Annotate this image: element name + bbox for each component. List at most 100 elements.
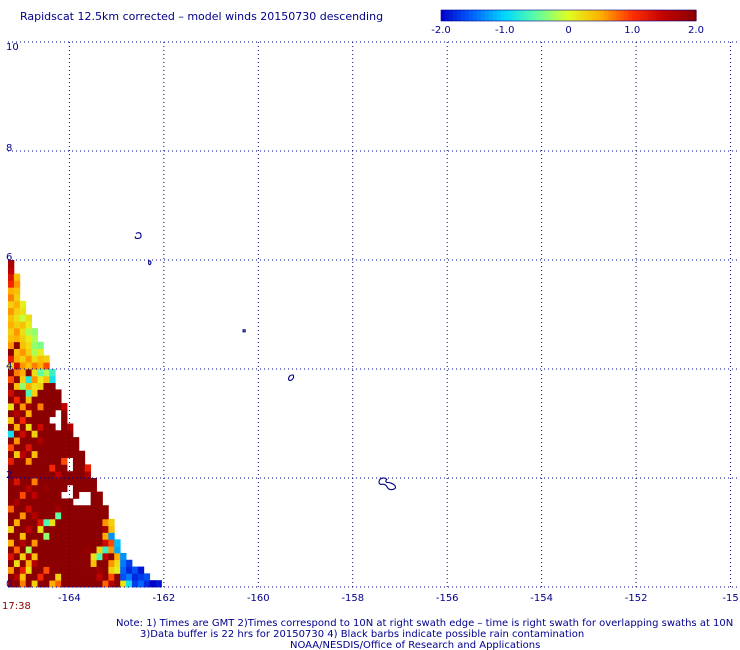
swath-cell: [25, 314, 33, 322]
swath-cell: [108, 525, 115, 533]
swath-cell: [8, 416, 15, 424]
swath-cell: [43, 443, 50, 452]
swath-cell: [31, 505, 38, 513]
swath-cell: [102, 539, 109, 547]
colorbar-segment: [632, 10, 637, 21]
swath-cell: [37, 457, 44, 465]
swath-cell: [102, 573, 109, 581]
swath-cell: [8, 389, 15, 397]
swath-cell: [90, 478, 97, 486]
colorbar-segment: [648, 10, 653, 21]
swath-cell: [19, 403, 27, 411]
swath-cell: [25, 355, 33, 363]
swath-cell: [19, 552, 27, 561]
swath-cell: [72, 484, 80, 493]
swath-cell: [8, 355, 15, 363]
swath-cell: [31, 532, 38, 540]
swath-cell: [8, 498, 15, 506]
swath-cell: [37, 491, 44, 499]
swath-cell: [55, 518, 62, 527]
swath-cell: [120, 552, 127, 561]
swath-cell: [37, 423, 44, 431]
y-tick-label: 0: [6, 579, 12, 590]
swath-cell: [78, 559, 86, 567]
swath-cell: [8, 539, 15, 547]
swath-cell: [43, 484, 50, 493]
colorbar-segment: [672, 10, 677, 21]
swath-cell: [61, 573, 68, 581]
swath-cell: [61, 532, 68, 540]
colorbar-tick-label: 1.0: [624, 25, 640, 36]
swath-cell: [67, 532, 74, 540]
swath-cell: [84, 512, 92, 520]
colorbar-segment: [584, 10, 590, 21]
swath-cell: [43, 491, 50, 499]
swath-cell: [108, 580, 115, 588]
swath-cell: [96, 539, 103, 547]
swath-cell: [72, 525, 80, 533]
swath-cell: [19, 450, 27, 458]
colorbar-segment: [640, 10, 645, 21]
swath-cell: [31, 409, 38, 418]
swath-cell: [49, 573, 56, 581]
swath-cell: [78, 505, 86, 513]
swath-cell: [102, 552, 109, 561]
swath-cell: [25, 382, 33, 390]
swath-cell: [120, 573, 127, 581]
footer-note-line1: Note: 1) Times are GMT 2)Times correspon…: [116, 618, 733, 629]
swath-cell: [8, 280, 15, 288]
swath-cell: [31, 573, 38, 581]
swath-cell: [43, 396, 50, 404]
swath-cell: [49, 478, 56, 486]
swath-cell: [43, 471, 50, 479]
y-tick-label: 6: [6, 252, 12, 263]
swath-cell: [49, 505, 56, 513]
gridlines: [8, 41, 740, 588]
swath-cell: [13, 355, 21, 363]
x-tick-label: -15: [722, 593, 738, 604]
swath-cell: [13, 532, 21, 540]
colorbar-segment: [680, 10, 685, 21]
swath-cell: [25, 457, 33, 465]
swath-cell: [84, 546, 92, 554]
swath-cell: [25, 416, 33, 424]
swath-cell: [13, 443, 21, 452]
colorbar-segment: [616, 10, 621, 21]
swath-cell: [31, 443, 38, 452]
swath-cell: [13, 300, 21, 309]
colorbar-labels: -2.0 -1.0 0 1.0 2.0: [431, 25, 704, 36]
swath-cell: [25, 334, 33, 343]
swath-cell: [126, 573, 133, 581]
swath-cell: [19, 355, 27, 363]
swath-cell: [102, 546, 109, 554]
swath-cell: [19, 321, 27, 329]
swath-cell: [43, 450, 50, 458]
swath-cell: [102, 566, 109, 574]
swath-cell: [43, 559, 50, 567]
colorbar-segment: [644, 10, 649, 21]
colorbar-segment: [548, 10, 554, 21]
swath-cell: [90, 498, 97, 506]
swath-cell: [96, 580, 103, 588]
swath-cell: [25, 328, 33, 336]
colorbar-segment: [612, 10, 617, 21]
swath-cell: [49, 491, 56, 499]
swath-cell: [96, 518, 103, 527]
chart-title: Rapidscat 12.5km corrected – model winds…: [20, 10, 383, 23]
swath-cell: [31, 552, 38, 561]
swath-cell: [8, 430, 15, 438]
swath-cell: [61, 443, 68, 452]
swath-cell: [96, 559, 103, 567]
swath-cell: [43, 355, 50, 363]
swath-cell: [67, 423, 74, 431]
colorbar-tick-label: 0: [565, 25, 571, 36]
colorbar-segment: [484, 10, 490, 21]
swath-cell: [90, 573, 97, 581]
swath-cell: [13, 294, 21, 302]
swath-cell: [108, 566, 115, 574]
swath-cell: [61, 552, 68, 561]
swath-cell: [108, 573, 115, 581]
swath-cell: [25, 375, 33, 384]
swath-cell: [137, 573, 145, 581]
swath-cell: [131, 566, 139, 574]
